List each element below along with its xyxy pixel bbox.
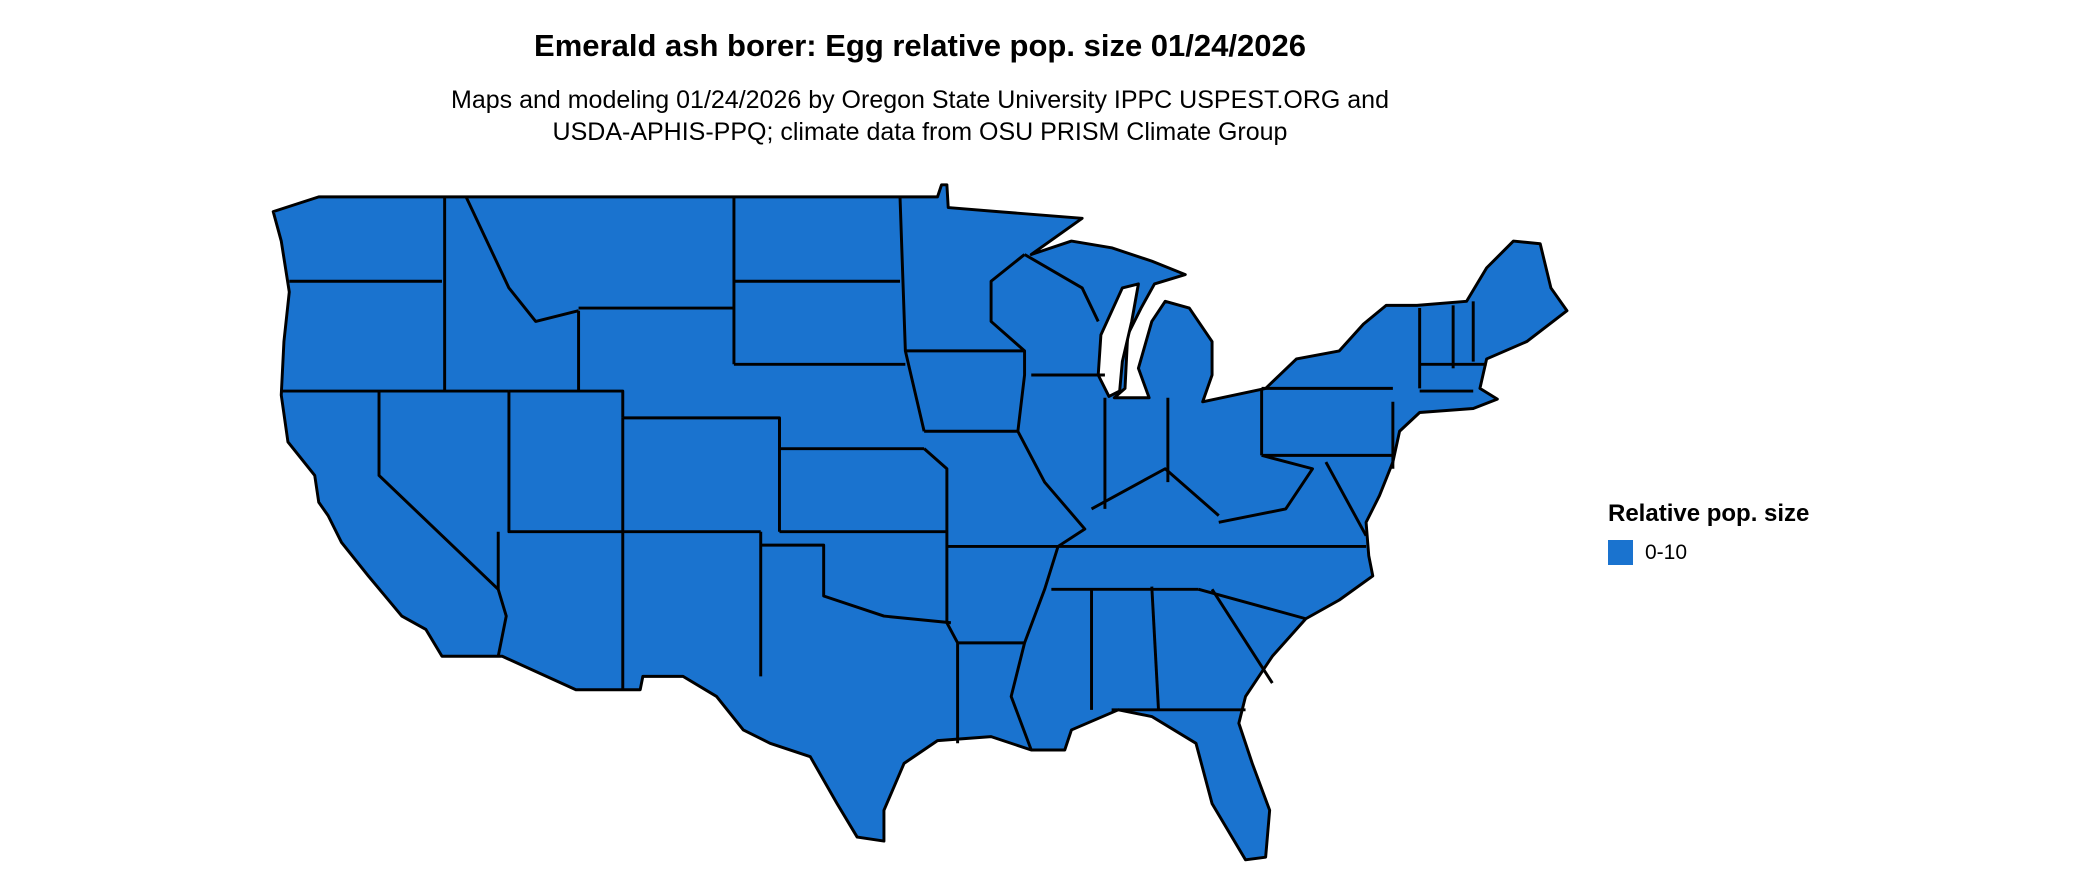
us-outline [271, 183, 1569, 862]
lake-michigan [1096, 282, 1140, 398]
subtitle-line-2: USDA-APHIS-PPQ; climate data from OSU PR… [552, 118, 1288, 146]
map-title: Emerald ash borer: Egg relative pop. siz… [534, 28, 1306, 63]
legend-label: 0-10 [1645, 540, 1688, 564]
state-borders [281, 196, 1487, 751]
legend-title: Relative pop. size [1608, 500, 1810, 527]
map-subtitle: Maps and modeling 01/24/2026 by Oregon S… [0, 84, 1840, 148]
legend-item: 0-10 [1608, 540, 1809, 565]
legend: Relative pop. size 0-10 [1608, 500, 1809, 565]
subtitle-line-1: Maps and modeling 01/24/2026 by Oregon S… [451, 86, 1389, 114]
legend-swatch [1608, 540, 1633, 565]
